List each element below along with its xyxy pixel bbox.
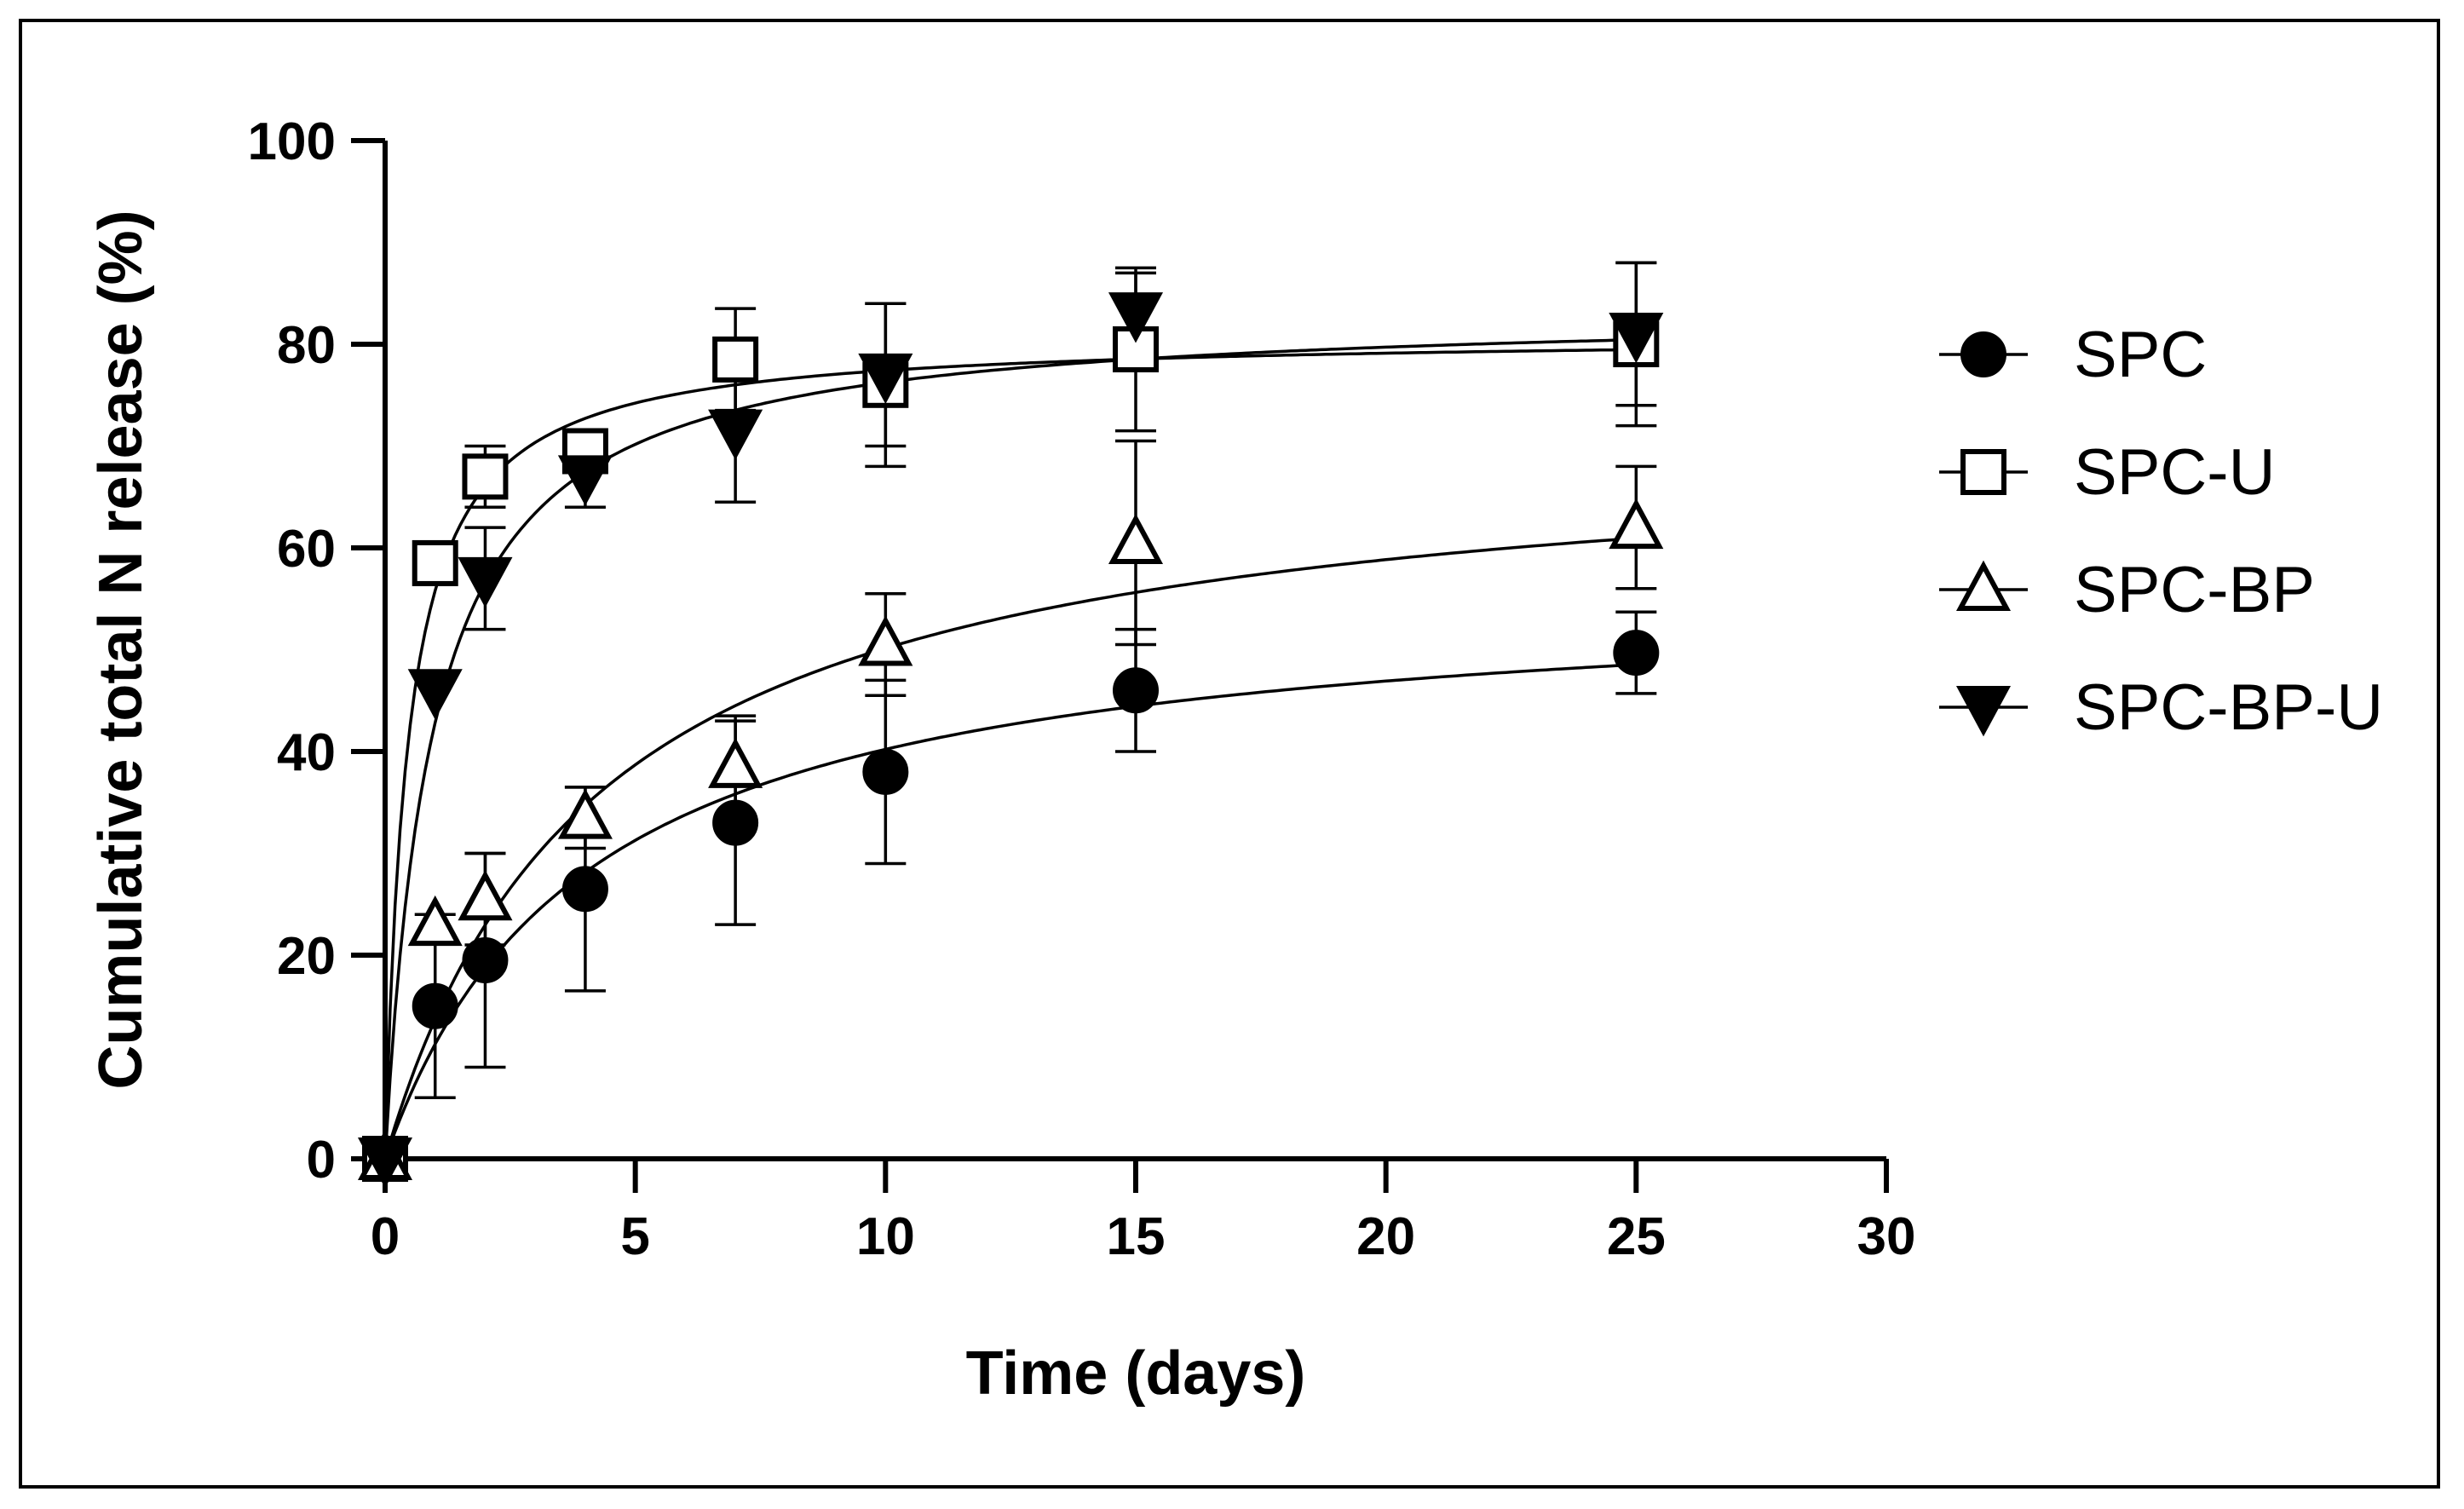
chart: 0 20 40 60 80 100 0 5 10 15 20 25 30 Time (days) Cum… — [87, 112, 2383, 1408]
data-point-spc-bp — [458, 869, 513, 921]
error-bars — [414, 261, 1657, 1100]
data-point-spc-u — [462, 453, 509, 500]
data-point-spc — [561, 866, 608, 913]
legend-label: SPC-BP-U — [2074, 671, 2383, 744]
y-tick-label: 20 — [277, 927, 336, 986]
data-point-spc-bp — [708, 737, 763, 788]
y-tick-label: 80 — [277, 316, 336, 375]
legend-item-spc-bp-u: SPC-BP-U — [1939, 671, 2383, 744]
legend: SPC SPC-U SPC-BP SPC-BP-U — [1939, 319, 2383, 744]
data-points — [357, 292, 1664, 1189]
x-tick-label: 0 — [371, 1207, 400, 1266]
data-point-spc-bp — [407, 895, 463, 947]
fit-curve-spc-u — [383, 348, 1637, 1160]
data-point-spc-bp — [1108, 513, 1164, 565]
data-point-spc — [862, 748, 909, 795]
data-point-spc-bp — [1609, 498, 1664, 550]
figure-frame: 0 20 40 60 80 100 0 5 10 15 20 25 30 Time (days) Cum… — [19, 19, 2440, 1489]
legend-item-spc-u: SPC-U — [1939, 436, 2275, 509]
data-point-spc-bp-u — [1108, 292, 1164, 343]
y-tick-label: 60 — [277, 520, 336, 579]
legend-label: SPC-U — [2074, 436, 2275, 509]
legend-marker — [1960, 449, 2006, 495]
data-point-spc-bp-u — [858, 353, 913, 405]
x-tick-label: 5 — [620, 1207, 649, 1266]
x-tick-label: 20 — [1356, 1207, 1415, 1266]
data-point-spc-bp-u — [458, 556, 513, 608]
data-point-spc-bp — [557, 788, 613, 839]
data-point-spc — [412, 982, 458, 1029]
data-point-spc-bp-u — [357, 1138, 413, 1189]
legend-item-spc-bp: SPC-BP — [1939, 554, 2315, 626]
x-tick-label: 25 — [1607, 1207, 1666, 1266]
data-point-spc — [1613, 630, 1660, 677]
x-tick-label: 10 — [856, 1207, 915, 1266]
x-tick-label: 15 — [1107, 1207, 1166, 1266]
legend-label: SPC — [2074, 319, 2207, 391]
y-tick-label: 0 — [307, 1131, 336, 1189]
y-axis-label: Cumulative total N release (%) — [87, 210, 155, 1089]
data-point-spc-bp-u — [557, 455, 613, 506]
legend-item-spc: SPC — [1939, 319, 2207, 391]
y-tick-label: 100 — [248, 112, 336, 171]
data-point-spc-bp-u — [708, 409, 763, 460]
data-point-spc-bp-u — [407, 669, 463, 720]
data-point-spc — [712, 799, 759, 846]
x-tick-label: 30 — [1857, 1207, 1916, 1266]
axes: 0 20 40 60 80 100 0 5 10 15 20 25 30 — [248, 112, 1916, 1266]
data-point-spc — [462, 936, 509, 983]
x-axis-label: Time (days) — [966, 1339, 1306, 1408]
fit-curve-spc — [383, 663, 1637, 1160]
data-point-spc — [1113, 667, 1159, 714]
data-point-spc-bp-u — [1609, 313, 1664, 364]
y-tick-label: 40 — [277, 723, 336, 782]
legend-marker — [1955, 560, 2012, 611]
data-point-spc-u — [412, 539, 458, 586]
legend-label: SPC-BP — [2074, 554, 2315, 626]
legend-marker — [1960, 331, 2006, 377]
legend-marker — [1955, 686, 2012, 737]
fit-curve-spc-bp — [383, 536, 1637, 1160]
data-point-spc-u — [712, 336, 759, 383]
data-point-spc-bp — [858, 615, 913, 666]
